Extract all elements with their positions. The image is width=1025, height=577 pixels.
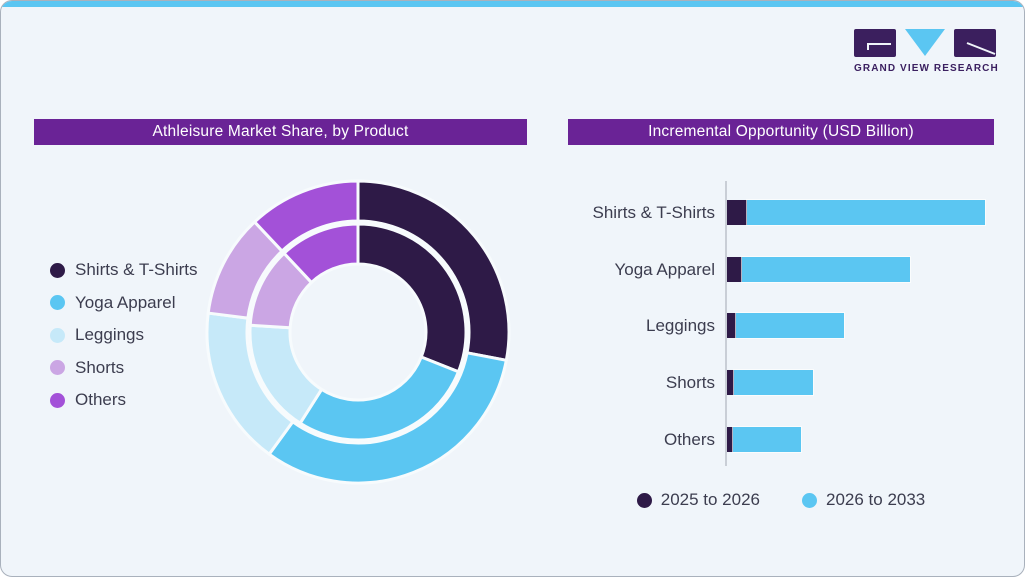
logo-text: GRAND VIEW RESEARCH [854, 63, 999, 74]
logo-r-icon [954, 29, 996, 57]
legend-swatch-icon [802, 492, 817, 508]
legend-swatch-icon [636, 492, 652, 508]
donut-legend-item-3: Shorts [50, 352, 198, 385]
donut-inner-segment-4 [282, 222, 360, 284]
bar-category-label: Others [663, 430, 715, 449]
bar-segment-series-1 [736, 313, 844, 338]
bar-legend-item-1: 2026 to 2033 [802, 490, 925, 510]
donut-chart-title: Athleisure Market Share, by Product [34, 119, 527, 145]
legend-label: Others [75, 390, 127, 410]
donut-legend: Shirts & T-Shirts Yoga Apparel Leggings Sho… [50, 254, 198, 417]
legend-swatch-icon [50, 262, 65, 278]
donut-legend-item-2: Leggings [50, 319, 198, 352]
legend-label: Shorts [75, 357, 125, 377]
bar-segment-series-0 [727, 313, 736, 338]
legend-swatch-icon [50, 327, 65, 343]
donut-inner-segment-0 [356, 222, 468, 374]
logo-v-icon [905, 29, 945, 56]
legend-label: 2026 to 2033 [826, 490, 926, 509]
donut-legend-item-0: Shirts & T-Shirts [50, 254, 198, 287]
bar-segment-series-0 [727, 370, 734, 395]
bar-legend-item-0: 2025 to 2026 [636, 490, 760, 510]
bar-row-2: Leggings [566, 313, 1016, 338]
logo-g-icon [854, 29, 896, 57]
legend-label: Shirts & T-Shirts [75, 260, 198, 280]
bar-chart-title: Incremental Opportunity (USD Billion) [568, 119, 994, 145]
donut-chart [205, 179, 511, 485]
legend-swatch-icon [50, 360, 65, 376]
legend-label: Leggings [75, 325, 145, 345]
stacked-bar [727, 200, 985, 225]
legend-swatch-icon [50, 392, 65, 408]
stacked-bar [727, 370, 813, 395]
bar-segment-series-0 [727, 257, 742, 282]
legend-label: 2025 to 2026 [660, 490, 760, 509]
legend-swatch-icon [50, 295, 65, 311]
donut-legend-item-1: Yoga Apparel [50, 287, 198, 320]
bar-row-1: Yoga Apparel [566, 257, 1016, 282]
donut-legend-item-4: Others [50, 384, 198, 417]
bar-row-3: Shorts [566, 370, 1016, 395]
stacked-bar [727, 427, 801, 452]
grand-view-research-logo: GRAND VIEW RESEARCH [854, 29, 999, 74]
bar-segment-series-1 [742, 257, 910, 282]
legend-label: Yoga Apparel [75, 292, 176, 312]
donut-outer-segment-4 [253, 179, 360, 253]
bar-row-0: Shirts & T-Shirts [566, 200, 1016, 225]
stacked-bar [727, 257, 910, 282]
bar-chart: Shirts & T-Shirts Yoga Apparel Leggings Sho… [566, 179, 1016, 469]
top-accent-bar [1, 1, 1024, 7]
bar-category-label: Shorts [665, 373, 715, 392]
bar-segment-series-0 [727, 200, 747, 225]
bar-chart-legend: 2025 to 2026 2026 to 2033 [566, 490, 996, 510]
bar-segment-series-1 [733, 427, 801, 452]
bar-segment-series-1 [747, 200, 985, 225]
bar-chart-axis-line [725, 181, 727, 466]
bar-category-label: Shirts & T-Shirts [592, 203, 716, 222]
bar-row-4: Others [566, 427, 1016, 452]
bar-segment-series-0 [727, 427, 733, 452]
bar-category-label: Leggings [645, 316, 715, 335]
logo-marks [854, 29, 996, 57]
bar-segment-series-1 [734, 370, 813, 395]
bar-category-label: Yoga Apparel [614, 260, 715, 279]
stacked-bar [727, 313, 844, 338]
